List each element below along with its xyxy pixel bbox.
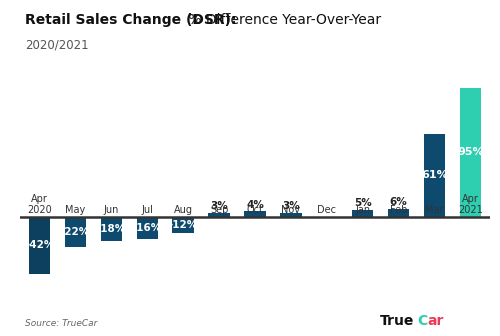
Bar bbox=[136, 217, 158, 239]
Text: May: May bbox=[66, 206, 86, 215]
Text: -18%: -18% bbox=[97, 224, 126, 234]
Bar bbox=[280, 213, 301, 217]
Text: Jun: Jun bbox=[104, 206, 119, 215]
Text: 5%: 5% bbox=[354, 198, 372, 208]
Bar bbox=[29, 217, 50, 274]
Text: 3%: 3% bbox=[282, 201, 300, 211]
Text: -22%: -22% bbox=[61, 227, 90, 237]
Text: Aug: Aug bbox=[174, 206, 193, 215]
Bar bbox=[100, 217, 122, 241]
Text: Apr
2020: Apr 2020 bbox=[28, 194, 52, 215]
Text: 3%: 3% bbox=[210, 201, 228, 211]
Text: Jul: Jul bbox=[142, 206, 154, 215]
Text: Apr
2021: Apr 2021 bbox=[458, 194, 482, 215]
Bar bbox=[244, 211, 266, 217]
Text: ar: ar bbox=[427, 313, 444, 328]
Text: Sep: Sep bbox=[210, 206, 229, 215]
Text: -42%: -42% bbox=[25, 240, 54, 250]
Text: Oct: Oct bbox=[246, 206, 264, 215]
Bar bbox=[65, 217, 86, 247]
Text: Dec: Dec bbox=[318, 206, 336, 215]
Text: -0.2%: -0.2% bbox=[310, 212, 344, 222]
Text: % Difference Year-Over-Year: % Difference Year-Over-Year bbox=[184, 13, 380, 28]
Bar bbox=[208, 213, 230, 217]
Text: Mar: Mar bbox=[425, 206, 444, 215]
Text: -16%: -16% bbox=[132, 223, 162, 233]
Text: 95%: 95% bbox=[457, 147, 483, 157]
Text: 2020/2021: 2020/2021 bbox=[25, 39, 88, 52]
Bar bbox=[172, 217, 194, 233]
Text: 4%: 4% bbox=[246, 200, 264, 210]
Text: Nov: Nov bbox=[282, 206, 300, 215]
Bar bbox=[460, 88, 481, 217]
Text: 61%: 61% bbox=[421, 170, 448, 180]
Bar bbox=[352, 210, 374, 217]
Bar bbox=[424, 134, 445, 217]
Text: 6%: 6% bbox=[390, 197, 407, 207]
Text: Feb: Feb bbox=[390, 206, 407, 215]
Bar bbox=[388, 209, 409, 217]
Text: Jan: Jan bbox=[355, 206, 370, 215]
Text: True: True bbox=[380, 313, 414, 328]
Text: Source: TrueCar: Source: TrueCar bbox=[25, 319, 98, 328]
Text: -12%: -12% bbox=[168, 220, 198, 230]
Text: C: C bbox=[418, 313, 428, 328]
Text: Retail Sales Change (DSR):: Retail Sales Change (DSR): bbox=[25, 13, 236, 28]
